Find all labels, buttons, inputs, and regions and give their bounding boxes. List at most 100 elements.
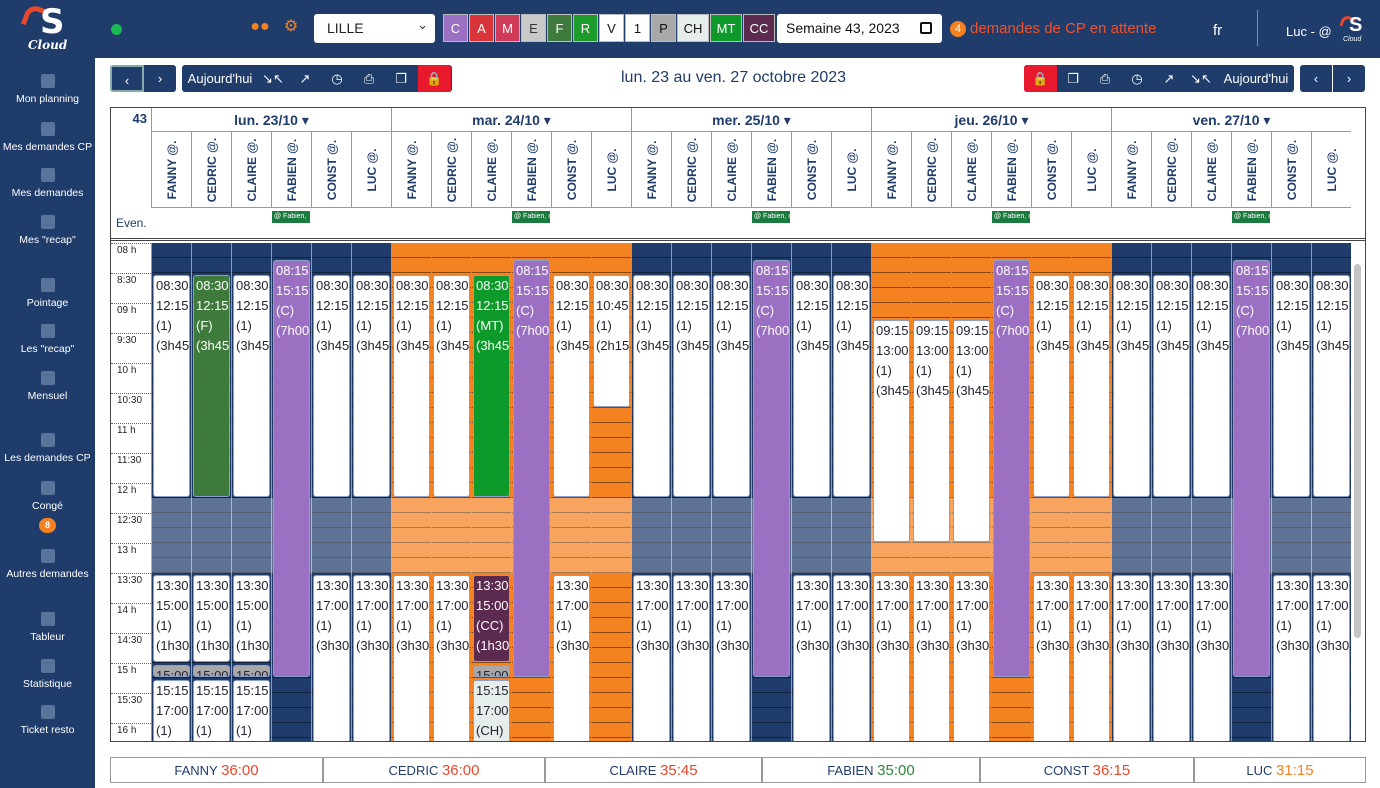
shift-block[interactable]: 15:15 17:00 (CH) bbox=[473, 680, 510, 741]
lock-icon-right[interactable]: 🔒 bbox=[1024, 65, 1057, 92]
legend-chip-r[interactable]: R bbox=[573, 14, 598, 42]
legend-chip-v[interactable]: V bbox=[599, 14, 624, 42]
event-tag[interactable]: @ Fabien, bbox=[272, 211, 310, 223]
shift-block[interactable]: 08:30 12:15 (1) (3h45 bbox=[1313, 275, 1350, 497]
shift-block[interactable]: 08:30 12:15 (1) (3h45 bbox=[1033, 275, 1070, 497]
next-week-button-right[interactable]: › bbox=[1333, 65, 1365, 92]
shift-block[interactable]: 08:30 12:15 (1) (3h45 bbox=[793, 275, 830, 497]
shift-block[interactable]: 13:30 17:00 (1) (3h30 bbox=[1273, 575, 1310, 741]
event-tag[interactable]: @ Fabien, c bbox=[1232, 211, 1270, 223]
shift-block[interactable]: 15:00 bbox=[193, 665, 230, 677]
day-header-2[interactable]: mer. 25/10 ▾ bbox=[631, 108, 871, 132]
shift-block[interactable]: 08:30 12:15 (1) (3h45 bbox=[313, 275, 350, 497]
sidebar-item-3[interactable]: Mes "recap" bbox=[0, 215, 95, 246]
shift-block[interactable]: 08:30 12:15 (1) (3h45 bbox=[353, 275, 390, 497]
language-select[interactable]: fr bbox=[1213, 22, 1223, 39]
sidebar-item-12[interactable]: Ticket resto bbox=[0, 705, 95, 736]
shift-block[interactable]: 08:30 12:15 (1) (3h45 bbox=[673, 275, 710, 497]
shift-block[interactable]: 09:15 13:00 (1) (3h45 bbox=[913, 320, 950, 542]
shift-block[interactable]: 13:30 17:00 (1) (3h30 bbox=[953, 575, 990, 741]
sidebar-item-1[interactable]: Mes demandes CP bbox=[0, 122, 95, 153]
shift-block[interactable]: 13:30 17:00 (1) (3h30 bbox=[793, 575, 830, 741]
gear-icon[interactable]: ⚙ bbox=[283, 18, 299, 35]
shift-block[interactable]: 08:30 12:15 (1) (3h45 bbox=[1193, 275, 1230, 497]
legend-chip-f[interactable]: F bbox=[547, 14, 572, 42]
legend-chip-m[interactable]: M bbox=[495, 14, 520, 42]
shift-block[interactable]: 08:30 12:15 (1) (3h45 bbox=[1153, 275, 1190, 497]
calendar-icon[interactable] bbox=[920, 22, 932, 34]
shift-block[interactable]: 15:15 17:00 (1) bbox=[193, 680, 230, 741]
event-tag[interactable]: @ Fabien, c bbox=[752, 211, 790, 223]
shift-block[interactable]: 13:30 17:00 (1) (3h30 bbox=[913, 575, 950, 741]
collapse-icon[interactable]: ↘↖ bbox=[258, 65, 288, 92]
shift-block[interactable]: 08:30 12:15 (1) (3h45 bbox=[1073, 275, 1110, 497]
shift-block[interactable]: 08:15 15:15 (C) (7h00 bbox=[513, 260, 550, 677]
shift-block[interactable]: 13:30 15:00 (CC) (1h30 bbox=[473, 575, 510, 662]
vertical-scrollbar[interactable] bbox=[1354, 264, 1361, 638]
shift-block[interactable]: 08:15 15:15 (C) (7h00 bbox=[273, 260, 310, 677]
collapse-icon-right[interactable]: ↘↖ bbox=[1186, 65, 1216, 92]
site-select[interactable]: LILLE bbox=[314, 10, 435, 43]
shift-block[interactable]: 15:00 bbox=[153, 665, 190, 677]
shift-block[interactable]: 09:15 13:00 (1) (3h45 bbox=[953, 320, 990, 542]
shift-block[interactable]: 13:30 17:00 (1) (3h30 bbox=[313, 575, 350, 741]
user-menu[interactable]: Luc - @ bbox=[1286, 24, 1332, 39]
clock-icon[interactable]: ◷ bbox=[322, 65, 352, 92]
today-button-right[interactable]: Aujourd'hui bbox=[1220, 65, 1292, 92]
day-header-3[interactable]: jeu. 26/10 ▾ bbox=[871, 108, 1111, 132]
shift-block[interactable]: 08:15 15:15 (C) (7h00 bbox=[753, 260, 790, 677]
shift-block[interactable]: 08:30 12:15 (1) (3h45 bbox=[633, 275, 670, 497]
shift-block[interactable]: 08:30 12:15 (1) (3h45 bbox=[153, 275, 190, 497]
lock-icon[interactable]: 🔒 bbox=[418, 65, 451, 92]
print-icon[interactable]: ⎙ bbox=[354, 65, 384, 92]
legend-chip-mt[interactable]: MT bbox=[710, 14, 742, 42]
shift-block[interactable]: 08:15 15:15 (C) (7h00 bbox=[993, 260, 1030, 677]
legend-chip-cc[interactable]: CC bbox=[743, 14, 775, 42]
print-icon-right[interactable]: ⎙ bbox=[1090, 65, 1120, 92]
shift-block[interactable]: 08:30 12:15 (1) (3h45 bbox=[553, 275, 590, 497]
day-header-1[interactable]: mar. 24/10 ▾ bbox=[391, 108, 631, 132]
legend-chip-a[interactable]: A bbox=[469, 14, 494, 42]
sidebar-item-8[interactable]: Congé 8 bbox=[0, 481, 95, 533]
shift-block[interactable]: 08:15 15:15 (C) (7h00 bbox=[1233, 260, 1270, 677]
sidebar-item-7[interactable]: Les demandes CP bbox=[0, 433, 95, 464]
shift-block[interactable]: 08:30 12:15 (1) (3h45 bbox=[1113, 275, 1150, 497]
shift-block[interactable]: 08:30 12:15 (1) (3h45 bbox=[713, 275, 750, 497]
shift-block[interactable]: 08:30 10:45 (1) (2h15 bbox=[593, 275, 630, 407]
prev-week-button-left[interactable]: ‹ bbox=[110, 65, 144, 92]
shift-block[interactable]: 13:30 17:00 (1) (3h30 bbox=[1033, 575, 1070, 741]
event-tag[interactable]: @ Fabien, c bbox=[992, 211, 1030, 223]
shift-block[interactable]: 13:30 17:00 (1) (3h30 bbox=[713, 575, 750, 741]
sidebar-item-11[interactable]: Statistique bbox=[0, 659, 95, 690]
sidebar-item-5[interactable]: Les "recap" bbox=[0, 324, 95, 355]
sidebar-item-2[interactable]: Mes demandes bbox=[0, 168, 95, 199]
today-button-left[interactable]: Aujourd'hui bbox=[186, 65, 254, 92]
app-logo[interactable]: S Cloud bbox=[18, 2, 74, 56]
shift-block[interactable]: 08:30 12:15 (1) (3h45 bbox=[433, 275, 470, 497]
week-picker[interactable]: Semaine 43, 2023 bbox=[777, 14, 942, 43]
sidebar-item-4[interactable]: Pointage bbox=[0, 278, 95, 309]
expand-icon-right[interactable]: ↗ bbox=[1154, 65, 1184, 92]
shift-block[interactable]: 13:30 17:00 (1) (3h30 bbox=[1193, 575, 1230, 741]
shift-block[interactable]: 09:15 13:00 (1) (3h45 bbox=[873, 320, 910, 542]
shift-block[interactable]: 08:30 12:15 (MT) (3h45 bbox=[473, 275, 510, 497]
shift-block[interactable]: 13:30 17:00 (1) (3h30 bbox=[633, 575, 670, 741]
shift-block[interactable]: 13:30 17:00 (1) (3h30 bbox=[553, 575, 590, 741]
shift-block[interactable]: 13:30 15:00 (1) (1h30 bbox=[233, 575, 270, 662]
shift-block[interactable]: 13:30 17:00 (1) (3h30 bbox=[1113, 575, 1150, 741]
shift-block[interactable]: 08:30 12:15 (1) (3h45 bbox=[233, 275, 270, 497]
shift-block[interactable]: 13:30 17:00 (1) (3h30 bbox=[1073, 575, 1110, 741]
event-tag[interactable]: @ Fabien, c bbox=[512, 211, 550, 223]
shift-block[interactable]: 08:30 12:15 (F) (3h45 bbox=[193, 275, 230, 497]
shift-block[interactable]: 13:30 17:00 (1) (3h30 bbox=[1153, 575, 1190, 741]
shift-block[interactable]: 13:30 17:00 (1) (3h30 bbox=[353, 575, 390, 741]
day-header-0[interactable]: lun. 23/10 ▾ bbox=[151, 108, 391, 132]
legend-chip-p[interactable]: P bbox=[651, 14, 676, 42]
shift-block[interactable]: 08:30 12:15 (1) (3h45 bbox=[833, 275, 870, 497]
shift-block[interactable]: 13:30 17:00 (1) (3h30 bbox=[1313, 575, 1350, 741]
legend-chip-1[interactable]: 1 bbox=[625, 14, 650, 42]
pending-requests[interactable]: 4 demandes de CP en attente bbox=[950, 20, 1157, 37]
shift-block[interactable]: 08:30 12:15 (1) (3h45 bbox=[1273, 275, 1310, 497]
clock-icon-right[interactable]: ◷ bbox=[1122, 65, 1152, 92]
expand-icon[interactable]: ↗ bbox=[290, 65, 320, 92]
